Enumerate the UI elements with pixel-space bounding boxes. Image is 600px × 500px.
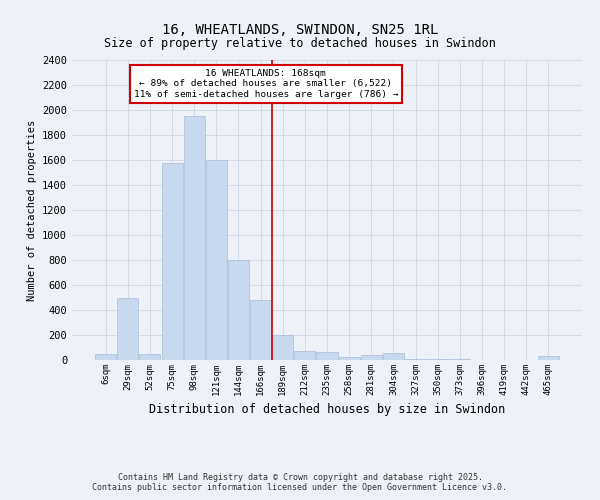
Bar bbox=[316, 352, 338, 360]
X-axis label: Distribution of detached houses by size in Swindon: Distribution of detached houses by size … bbox=[149, 404, 505, 416]
Bar bbox=[361, 355, 382, 360]
Bar bbox=[139, 354, 160, 360]
Text: 16, WHEATLANDS, SWINDON, SN25 1RL: 16, WHEATLANDS, SWINDON, SN25 1RL bbox=[162, 22, 438, 36]
Bar bbox=[338, 357, 359, 360]
Bar bbox=[250, 300, 271, 360]
Bar bbox=[272, 335, 293, 360]
Bar bbox=[295, 351, 316, 360]
Text: Contains HM Land Registry data © Crown copyright and database right 2025.
Contai: Contains HM Land Registry data © Crown c… bbox=[92, 473, 508, 492]
Bar bbox=[118, 298, 139, 360]
Text: Size of property relative to detached houses in Swindon: Size of property relative to detached ho… bbox=[104, 38, 496, 51]
Bar bbox=[383, 353, 404, 360]
Y-axis label: Number of detached properties: Number of detached properties bbox=[26, 120, 37, 300]
Bar bbox=[184, 116, 205, 360]
Bar bbox=[538, 356, 559, 360]
Bar bbox=[228, 260, 249, 360]
Bar bbox=[95, 354, 116, 360]
Text: 16 WHEATLANDS: 168sqm
← 89% of detached houses are smaller (6,522)
11% of semi-d: 16 WHEATLANDS: 168sqm ← 89% of detached … bbox=[134, 69, 398, 99]
Bar bbox=[206, 160, 227, 360]
Bar bbox=[161, 162, 182, 360]
